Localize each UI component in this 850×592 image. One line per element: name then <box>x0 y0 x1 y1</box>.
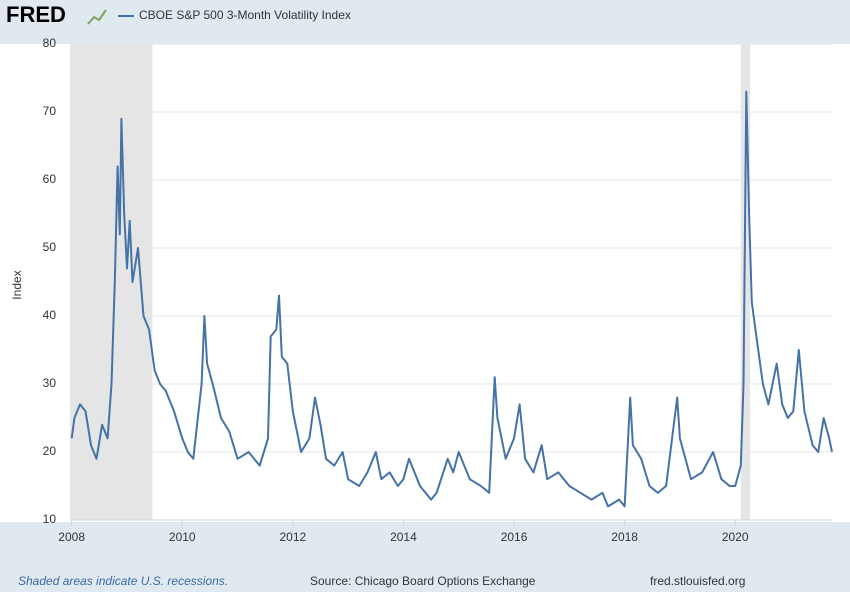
y-tick-label: 30 <box>43 376 57 390</box>
x-tick-label: 2014 <box>390 530 417 544</box>
y-tick-label: 70 <box>43 104 57 118</box>
y-axis-label: Index <box>10 270 24 299</box>
recession-band <box>70 44 153 520</box>
legend-label: CBOE S&P 500 3-Month Volatility Index <box>139 8 351 22</box>
x-tick-label: 2018 <box>611 530 638 544</box>
brand-logo: FRED <box>6 2 66 27</box>
logo-icon <box>87 9 107 25</box>
y-tick-label: 80 <box>43 36 57 50</box>
recession-note: Shaded areas indicate U.S. recessions. <box>18 574 228 588</box>
x-tick-label: 2012 <box>279 530 306 544</box>
x-tick-label: 2016 <box>501 530 528 544</box>
site: fred.stlouisfed.org <box>650 574 745 588</box>
y-tick-label: 40 <box>43 308 57 322</box>
y-tick-label: 20 <box>43 444 57 458</box>
y-tick-label: 10 <box>43 512 57 526</box>
x-tick-label: 2010 <box>169 530 196 544</box>
x-tick-label: 2020 <box>722 530 749 544</box>
y-tick-label: 60 <box>43 172 57 186</box>
series-line <box>70 90 833 508</box>
y-tick-label: 50 <box>43 240 57 254</box>
source: Source: Chicago Board Options Exchange <box>310 574 536 588</box>
x-tick-label: 2008 <box>58 530 85 544</box>
